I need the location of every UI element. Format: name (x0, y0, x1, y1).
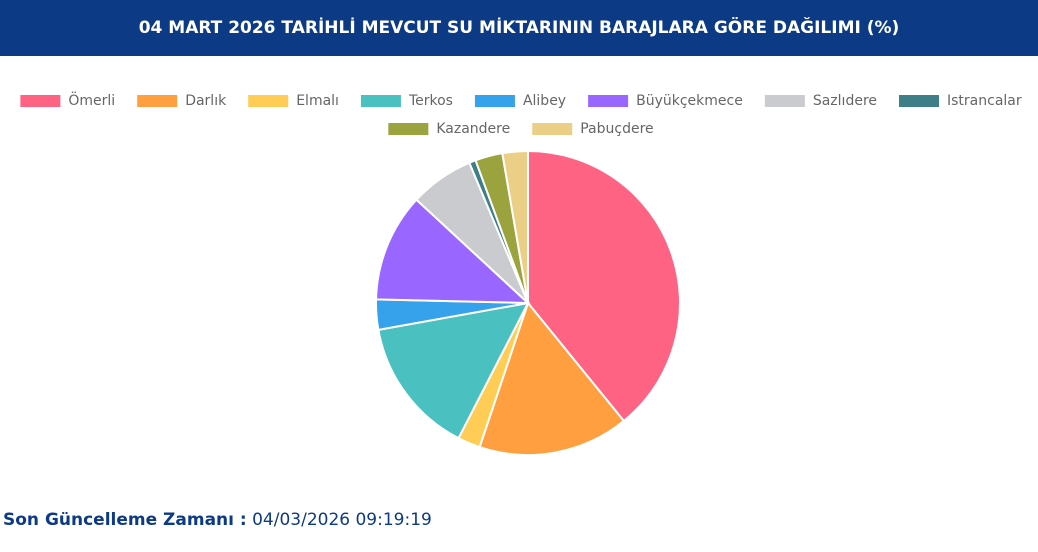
legend-swatch (137, 95, 178, 107)
legend-item[interactable]: Terkos (360, 93, 453, 109)
chart-title: 04 MART 2026 TARİHLİ MEVCUT SU MİKTARINI… (138, 18, 900, 38)
pie-slice (527, 149, 681, 423)
legend-label: Istrancalar (947, 93, 1022, 109)
legend-item[interactable]: Pabuçdere (532, 121, 654, 137)
legend-swatch (248, 95, 289, 107)
legend-swatch (764, 95, 805, 107)
header: 04 MART 2026 TARİHLİ MEVCUT SU MİKTARINI… (0, 0, 1038, 56)
legend-label: Alibey (523, 93, 566, 109)
legend-item[interactable]: Istrancalar (899, 93, 1022, 109)
legend-label: Kazandere (436, 121, 510, 137)
footer-value: 04/03/2026 09:19:19 (252, 510, 432, 530)
pie-slice (375, 198, 531, 305)
legend-swatch (899, 95, 939, 107)
pie-slice (501, 149, 529, 304)
legend-item[interactable]: Elmalı (248, 93, 339, 109)
legend-item[interactable]: Büyükçekmece (588, 93, 743, 109)
legend-swatch (532, 123, 573, 135)
legend-item[interactable]: Alibey (474, 93, 566, 109)
legend-label: Elmalı (296, 93, 339, 109)
footer: Son Güncelleme Zamanı : 04/03/2026 09:19… (3, 510, 432, 530)
footer-label: Son Güncelleme Zamanı : (3, 510, 247, 530)
legend-label: Terkos (408, 93, 453, 109)
legend-swatch (388, 123, 429, 135)
legend-label: Pabuçdere (580, 121, 653, 137)
chart: Ömerli Darlık Elmalı Terkos Alibey Büyükçekme… (20, 91, 1022, 456)
legend-swatch (588, 95, 629, 107)
legend-label: Darlık (185, 93, 227, 109)
pie-slice (377, 301, 530, 440)
legend-swatch (20, 95, 61, 107)
legend-swatch (360, 95, 401, 107)
legend-item[interactable]: Sazlıdere (764, 93, 877, 109)
legend-label: Sazlıdere (813, 93, 877, 109)
legend-item[interactable]: Kazandere (388, 121, 510, 137)
legend-label: Ömerli (68, 91, 115, 109)
legend-swatch (474, 95, 515, 107)
legend-item[interactable]: Ömerli (20, 91, 115, 109)
legend-item[interactable]: Darlık (137, 93, 227, 109)
legend-label: Büyükçekmece (636, 93, 743, 109)
